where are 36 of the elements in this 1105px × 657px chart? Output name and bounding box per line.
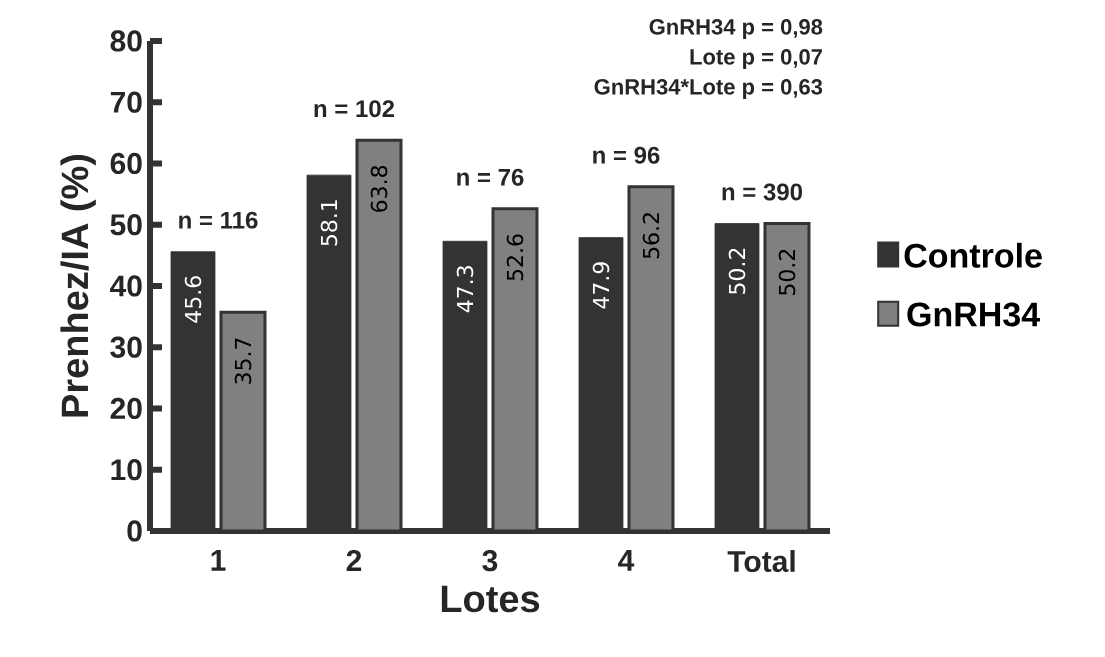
- annotation: n = 102: [314, 100, 395, 118]
- annotation: n = 96: [593, 146, 660, 164]
- legend-label: GnRH34: [907, 302, 1040, 327]
- x-axis-title: Lotes: [441, 585, 540, 613]
- data-label: 50.2: [778, 249, 796, 295]
- data-label: 52.6: [506, 234, 524, 281]
- data-label: 47.9: [592, 262, 610, 309]
- data-label: 47.3: [456, 266, 474, 313]
- y-tick-label: 0: [127, 520, 142, 542]
- y-axis-title: Prenhez/IA (%): [60, 154, 96, 417]
- x-tick-label: 2: [346, 550, 362, 571]
- y-tick-label: 50: [110, 214, 142, 236]
- x-tick-label: 3: [482, 550, 498, 572]
- data-label: 35.7: [234, 338, 252, 384]
- annotation: n = 76: [457, 168, 524, 186]
- annotation: GnRH34*Lote p = 0,63: [594, 79, 823, 99]
- data-label: 63.8: [370, 165, 388, 212]
- annotation: n = 390: [722, 183, 803, 201]
- y-tick-label: 20: [110, 397, 142, 420]
- annotation: Lote p = 0,07: [690, 49, 822, 69]
- y-tick-label: 70: [110, 91, 142, 113]
- y-tick-label: 30: [110, 336, 142, 358]
- legend-label: Controle: [904, 242, 1042, 268]
- y-tick-label: 40: [110, 275, 142, 297]
- y-tick-label: 80: [110, 30, 142, 52]
- annotation: n = 116: [179, 211, 258, 229]
- data-label: 56.2: [642, 213, 660, 259]
- text: GnRH34 p = 0,98: [649, 19, 823, 39]
- data-label: 58.1: [320, 200, 338, 246]
- x-tick-label: Total: [727, 550, 795, 573]
- x-tick-label: 4: [618, 550, 635, 571]
- y-tick-label: 60: [110, 152, 142, 175]
- data-label: 45.6: [184, 276, 202, 323]
- y-tick-label: 10: [111, 459, 142, 481]
- x-tick-label: 1: [211, 550, 226, 571]
- data-label: 50.2: [728, 248, 746, 294]
